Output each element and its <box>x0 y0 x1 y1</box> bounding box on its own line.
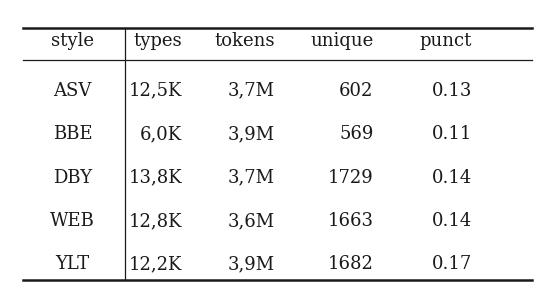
Text: 0.17: 0.17 <box>432 255 472 274</box>
Text: punct: punct <box>420 32 472 50</box>
Text: 12,5K: 12,5K <box>129 82 182 100</box>
Text: 1729: 1729 <box>328 169 373 186</box>
Text: 602: 602 <box>339 82 373 100</box>
Text: 3,9M: 3,9M <box>228 125 275 143</box>
Text: DBY: DBY <box>53 169 92 186</box>
Text: 3,7M: 3,7M <box>228 169 275 186</box>
Text: 12,2K: 12,2K <box>129 255 182 274</box>
Text: 0.14: 0.14 <box>432 212 472 230</box>
Text: 0.14: 0.14 <box>432 169 472 186</box>
Text: 3,9M: 3,9M <box>228 255 275 274</box>
Text: tokens: tokens <box>214 32 275 50</box>
Text: 3,6M: 3,6M <box>228 212 275 230</box>
Text: 13,8K: 13,8K <box>128 169 182 186</box>
Text: 0.11: 0.11 <box>432 125 472 143</box>
Text: 1682: 1682 <box>328 255 373 274</box>
Text: types: types <box>133 32 182 50</box>
Text: 1663: 1663 <box>327 212 373 230</box>
Text: ASV: ASV <box>53 82 92 100</box>
Text: 3,7M: 3,7M <box>228 82 275 100</box>
Text: 0.13: 0.13 <box>432 82 472 100</box>
Text: BBE: BBE <box>53 125 92 143</box>
Text: 12,8K: 12,8K <box>129 212 182 230</box>
Text: WEB: WEB <box>50 212 95 230</box>
Text: YLT: YLT <box>56 255 90 274</box>
Text: style: style <box>51 32 94 50</box>
Text: 569: 569 <box>339 125 373 143</box>
Text: unique: unique <box>310 32 373 50</box>
Text: 6,0K: 6,0K <box>140 125 182 143</box>
